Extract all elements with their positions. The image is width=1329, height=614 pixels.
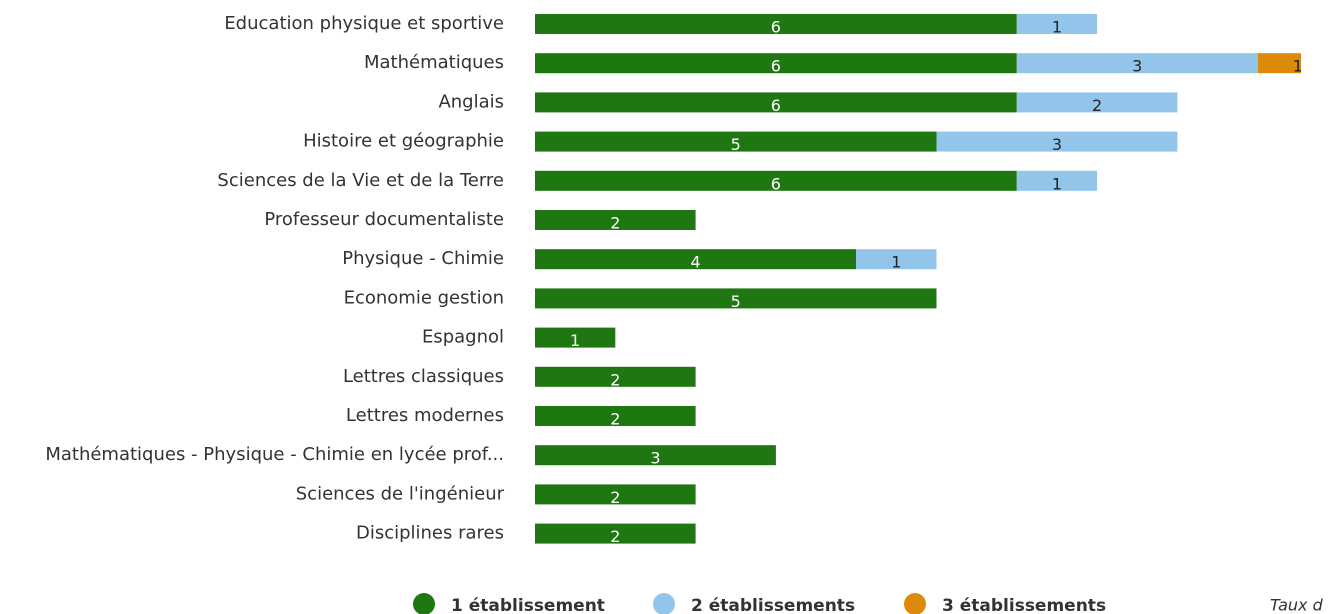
note: Taux d — [1270, 596, 1324, 614]
value-label: 1 — [891, 253, 901, 272]
bar-segment — [535, 406, 696, 426]
category-label: Economie gestion — [344, 287, 504, 308]
value-label: 3 — [1132, 57, 1142, 76]
bar-segment — [535, 445, 776, 466]
legend-label: 2 établissements — [691, 596, 855, 614]
category-label: Physique - Chimie — [342, 248, 504, 269]
bar-segment — [856, 249, 937, 270]
value-label: 3 — [1052, 135, 1062, 154]
category-label: Lettres classiques — [343, 366, 504, 387]
category-label: Mathématiques — [364, 52, 504, 73]
legend-label: 3 établissements — [942, 596, 1106, 614]
category-label: Sciences de l'ingénieur — [296, 483, 505, 504]
bar-segment — [1016, 92, 1178, 113]
value-label: 6 — [771, 18, 781, 37]
bar-segment — [535, 53, 1017, 74]
legend-label: 1 établissement — [451, 596, 605, 614]
value-label: 6 — [771, 57, 781, 76]
value-label: 6 — [771, 96, 781, 115]
category-label: Histoire et géographie — [303, 131, 504, 152]
value-label: 2 — [610, 527, 620, 546]
value-label: 2 — [610, 214, 620, 233]
value-label: 6 — [771, 174, 781, 193]
value-label: 4 — [691, 253, 701, 272]
bar-segment — [535, 249, 857, 270]
value-label: 2 — [610, 410, 620, 429]
bar-segment — [535, 484, 696, 505]
bar-segment — [535, 366, 696, 387]
category-label: Education physique et sportive — [224, 13, 504, 34]
bar-segment — [535, 92, 1017, 113]
category-label: Anglais — [438, 91, 504, 112]
value-label: 2 — [610, 488, 620, 507]
bar-segment — [1016, 170, 1098, 191]
bar-segment — [936, 131, 1178, 152]
category-label: Espagnol — [422, 327, 504, 348]
plot-area: 6 1 6 3 1 6 2 5 3 6 1 2 4 1 5 1 2 2 3 2 2 — [535, 14, 1303, 546]
bar-segment — [535, 327, 616, 348]
bar-segment — [535, 523, 696, 544]
value-label: 2 — [610, 370, 620, 389]
bar-segment — [1016, 53, 1258, 74]
value-label: 5 — [731, 135, 741, 154]
category-label: Lettres modernes — [346, 405, 504, 426]
legend-marker — [653, 593, 675, 614]
value-label: 2 — [1092, 96, 1102, 115]
bar-segment — [1016, 14, 1098, 34]
category-label: Mathématiques - Physique - Chimie en lyc… — [45, 444, 504, 465]
bar-segment — [535, 170, 1017, 191]
bar-segment — [535, 14, 1017, 34]
category-label: Disciplines rares — [356, 523, 504, 544]
value-label: 3 — [650, 449, 660, 468]
bar-segment — [535, 210, 696, 230]
value-label: 1 — [570, 331, 580, 350]
category-label: Sciences de la Vie et de la Terre — [217, 170, 504, 191]
category-label: Professeur documentaliste — [264, 209, 504, 230]
bar-segment — [535, 288, 937, 309]
bar-segment — [535, 131, 937, 152]
value-label: 1 — [1293, 57, 1303, 76]
value-label: 1 — [1052, 174, 1062, 193]
bar-segment — [1257, 53, 1301, 74]
value-label: 5 — [731, 292, 741, 311]
value-label: 1 — [1052, 18, 1062, 37]
legend-marker — [904, 593, 926, 614]
legend-marker — [413, 593, 435, 614]
